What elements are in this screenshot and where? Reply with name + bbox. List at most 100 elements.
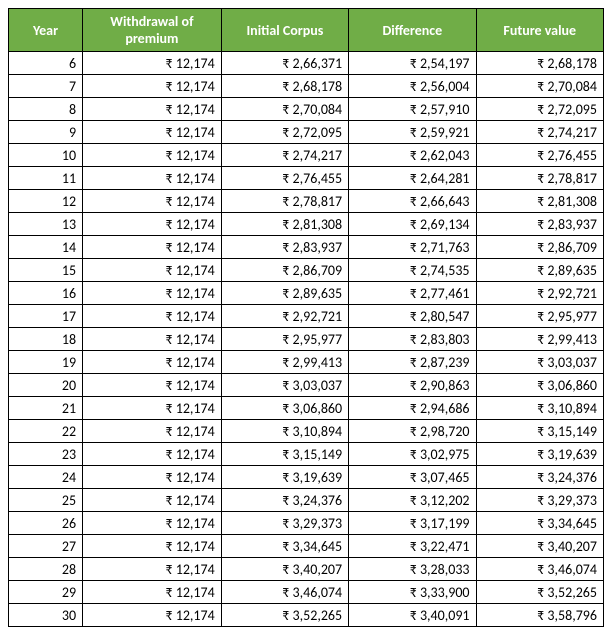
cell-diff: ₹ 2,83,803 (349, 328, 476, 351)
table-row: 6₹ 12,174₹ 2,66,371₹ 2,54,197₹ 2,68,178 (9, 52, 604, 75)
cell-withdrawal: ₹ 12,174 (83, 466, 222, 489)
cell-initial: ₹ 3,24,376 (221, 489, 348, 512)
cell-year: 15 (9, 259, 83, 282)
cell-year: 22 (9, 420, 83, 443)
table-body: 6₹ 12,174₹ 2,66,371₹ 2,54,197₹ 2,68,1787… (9, 52, 604, 627)
table-row: 28₹ 12,174₹ 3,40,207₹ 3,28,033₹ 3,46,074 (9, 558, 604, 581)
cell-future: ₹ 3,19,639 (476, 443, 603, 466)
cell-future: ₹ 3,03,037 (476, 351, 603, 374)
cell-future: ₹ 3,15,149 (476, 420, 603, 443)
cell-withdrawal: ₹ 12,174 (83, 443, 222, 466)
cell-future: ₹ 3,40,207 (476, 535, 603, 558)
cell-initial: ₹ 2,66,371 (221, 52, 348, 75)
cell-future: ₹ 3,46,074 (476, 558, 603, 581)
premium-table: Year Withdrawal of premium Initial Corpu… (8, 8, 604, 627)
cell-withdrawal: ₹ 12,174 (83, 121, 222, 144)
table-row: 29₹ 12,174₹ 3,46,074₹ 3,33,900₹ 3,52,265 (9, 581, 604, 604)
cell-diff: ₹ 3,02,975 (349, 443, 476, 466)
table-row: 9₹ 12,174₹ 2,72,095₹ 2,59,921₹ 2,74,217 (9, 121, 604, 144)
cell-initial: ₹ 2,92,721 (221, 305, 348, 328)
col-header-future: Future value (476, 9, 603, 52)
cell-future: ₹ 3,10,894 (476, 397, 603, 420)
cell-year: 11 (9, 167, 83, 190)
cell-withdrawal: ₹ 12,174 (83, 190, 222, 213)
cell-initial: ₹ 2,74,217 (221, 144, 348, 167)
cell-initial: ₹ 3,40,207 (221, 558, 348, 581)
cell-withdrawal: ₹ 12,174 (83, 489, 222, 512)
cell-diff: ₹ 2,69,134 (349, 213, 476, 236)
cell-initial: ₹ 2,99,413 (221, 351, 348, 374)
cell-year: 8 (9, 98, 83, 121)
cell-withdrawal: ₹ 12,174 (83, 305, 222, 328)
table-row: 13₹ 12,174₹ 2,81,308₹ 2,69,134₹ 2,83,937 (9, 213, 604, 236)
cell-withdrawal: ₹ 12,174 (83, 213, 222, 236)
table-row: 10₹ 12,174₹ 2,74,217₹ 2,62,043₹ 2,76,455 (9, 144, 604, 167)
cell-initial: ₹ 2,95,977 (221, 328, 348, 351)
col-header-initial: Initial Corpus (221, 9, 348, 52)
table-row: 15₹ 12,174₹ 2,86,709₹ 2,74,535₹ 2,89,635 (9, 259, 604, 282)
cell-diff: ₹ 3,17,199 (349, 512, 476, 535)
table-row: 19₹ 12,174₹ 2,99,413₹ 2,87,239₹ 3,03,037 (9, 351, 604, 374)
table-row: 30₹ 12,174₹ 3,52,265₹ 3,40,091₹ 3,58,796 (9, 604, 604, 627)
cell-future: ₹ 3,24,376 (476, 466, 603, 489)
cell-initial: ₹ 2,81,308 (221, 213, 348, 236)
table-row: 17₹ 12,174₹ 2,92,721₹ 2,80,547₹ 2,95,977 (9, 305, 604, 328)
cell-diff: ₹ 2,64,281 (349, 167, 476, 190)
cell-withdrawal: ₹ 12,174 (83, 558, 222, 581)
cell-diff: ₹ 2,80,547 (349, 305, 476, 328)
cell-initial: ₹ 3,10,894 (221, 420, 348, 443)
cell-diff: ₹ 3,22,471 (349, 535, 476, 558)
cell-diff: ₹ 3,07,465 (349, 466, 476, 489)
cell-future: ₹ 2,68,178 (476, 52, 603, 75)
table-row: 24₹ 12,174₹ 3,19,639₹ 3,07,465₹ 3,24,376 (9, 466, 604, 489)
cell-withdrawal: ₹ 12,174 (83, 535, 222, 558)
cell-future: ₹ 3,34,645 (476, 512, 603, 535)
cell-year: 25 (9, 489, 83, 512)
cell-diff: ₹ 2,57,910 (349, 98, 476, 121)
cell-diff: ₹ 2,56,004 (349, 75, 476, 98)
cell-year: 6 (9, 52, 83, 75)
table-header: Year Withdrawal of premium Initial Corpu… (9, 9, 604, 52)
cell-initial: ₹ 2,86,709 (221, 259, 348, 282)
cell-future: ₹ 3,29,373 (476, 489, 603, 512)
cell-withdrawal: ₹ 12,174 (83, 75, 222, 98)
table-row: 21₹ 12,174₹ 3,06,860₹ 2,94,686₹ 3,10,894 (9, 397, 604, 420)
cell-initial: ₹ 2,68,178 (221, 75, 348, 98)
table-row: 25₹ 12,174₹ 3,24,376₹ 3,12,202₹ 3,29,373 (9, 489, 604, 512)
col-header-withdrawal: Withdrawal of premium (83, 9, 222, 52)
table-row: 22₹ 12,174₹ 3,10,894₹ 2,98,720₹ 3,15,149 (9, 420, 604, 443)
cell-diff: ₹ 2,54,197 (349, 52, 476, 75)
cell-initial: ₹ 3,06,860 (221, 397, 348, 420)
cell-withdrawal: ₹ 12,174 (83, 52, 222, 75)
cell-diff: ₹ 2,87,239 (349, 351, 476, 374)
cell-withdrawal: ₹ 12,174 (83, 328, 222, 351)
cell-future: ₹ 2,81,308 (476, 190, 603, 213)
cell-future: ₹ 2,72,095 (476, 98, 603, 121)
cell-year: 12 (9, 190, 83, 213)
cell-diff: ₹ 2,74,535 (349, 259, 476, 282)
cell-withdrawal: ₹ 12,174 (83, 259, 222, 282)
cell-year: 14 (9, 236, 83, 259)
cell-year: 26 (9, 512, 83, 535)
cell-withdrawal: ₹ 12,174 (83, 420, 222, 443)
cell-diff: ₹ 3,33,900 (349, 581, 476, 604)
cell-future: ₹ 2,76,455 (476, 144, 603, 167)
cell-withdrawal: ₹ 12,174 (83, 98, 222, 121)
cell-future: ₹ 2,86,709 (476, 236, 603, 259)
cell-withdrawal: ₹ 12,174 (83, 604, 222, 627)
cell-initial: ₹ 3,29,373 (221, 512, 348, 535)
cell-year: 16 (9, 282, 83, 305)
cell-year: 20 (9, 374, 83, 397)
cell-initial: ₹ 2,83,937 (221, 236, 348, 259)
cell-year: 29 (9, 581, 83, 604)
col-header-difference: Difference (349, 9, 476, 52)
table-row: 14₹ 12,174₹ 2,83,937₹ 2,71,763₹ 2,86,709 (9, 236, 604, 259)
cell-future: ₹ 2,95,977 (476, 305, 603, 328)
cell-initial: ₹ 2,89,635 (221, 282, 348, 305)
cell-diff: ₹ 2,94,686 (349, 397, 476, 420)
cell-withdrawal: ₹ 12,174 (83, 374, 222, 397)
table-row: 16₹ 12,174₹ 2,89,635₹ 2,77,461₹ 2,92,721 (9, 282, 604, 305)
cell-initial: ₹ 2,70,084 (221, 98, 348, 121)
cell-year: 19 (9, 351, 83, 374)
cell-year: 24 (9, 466, 83, 489)
